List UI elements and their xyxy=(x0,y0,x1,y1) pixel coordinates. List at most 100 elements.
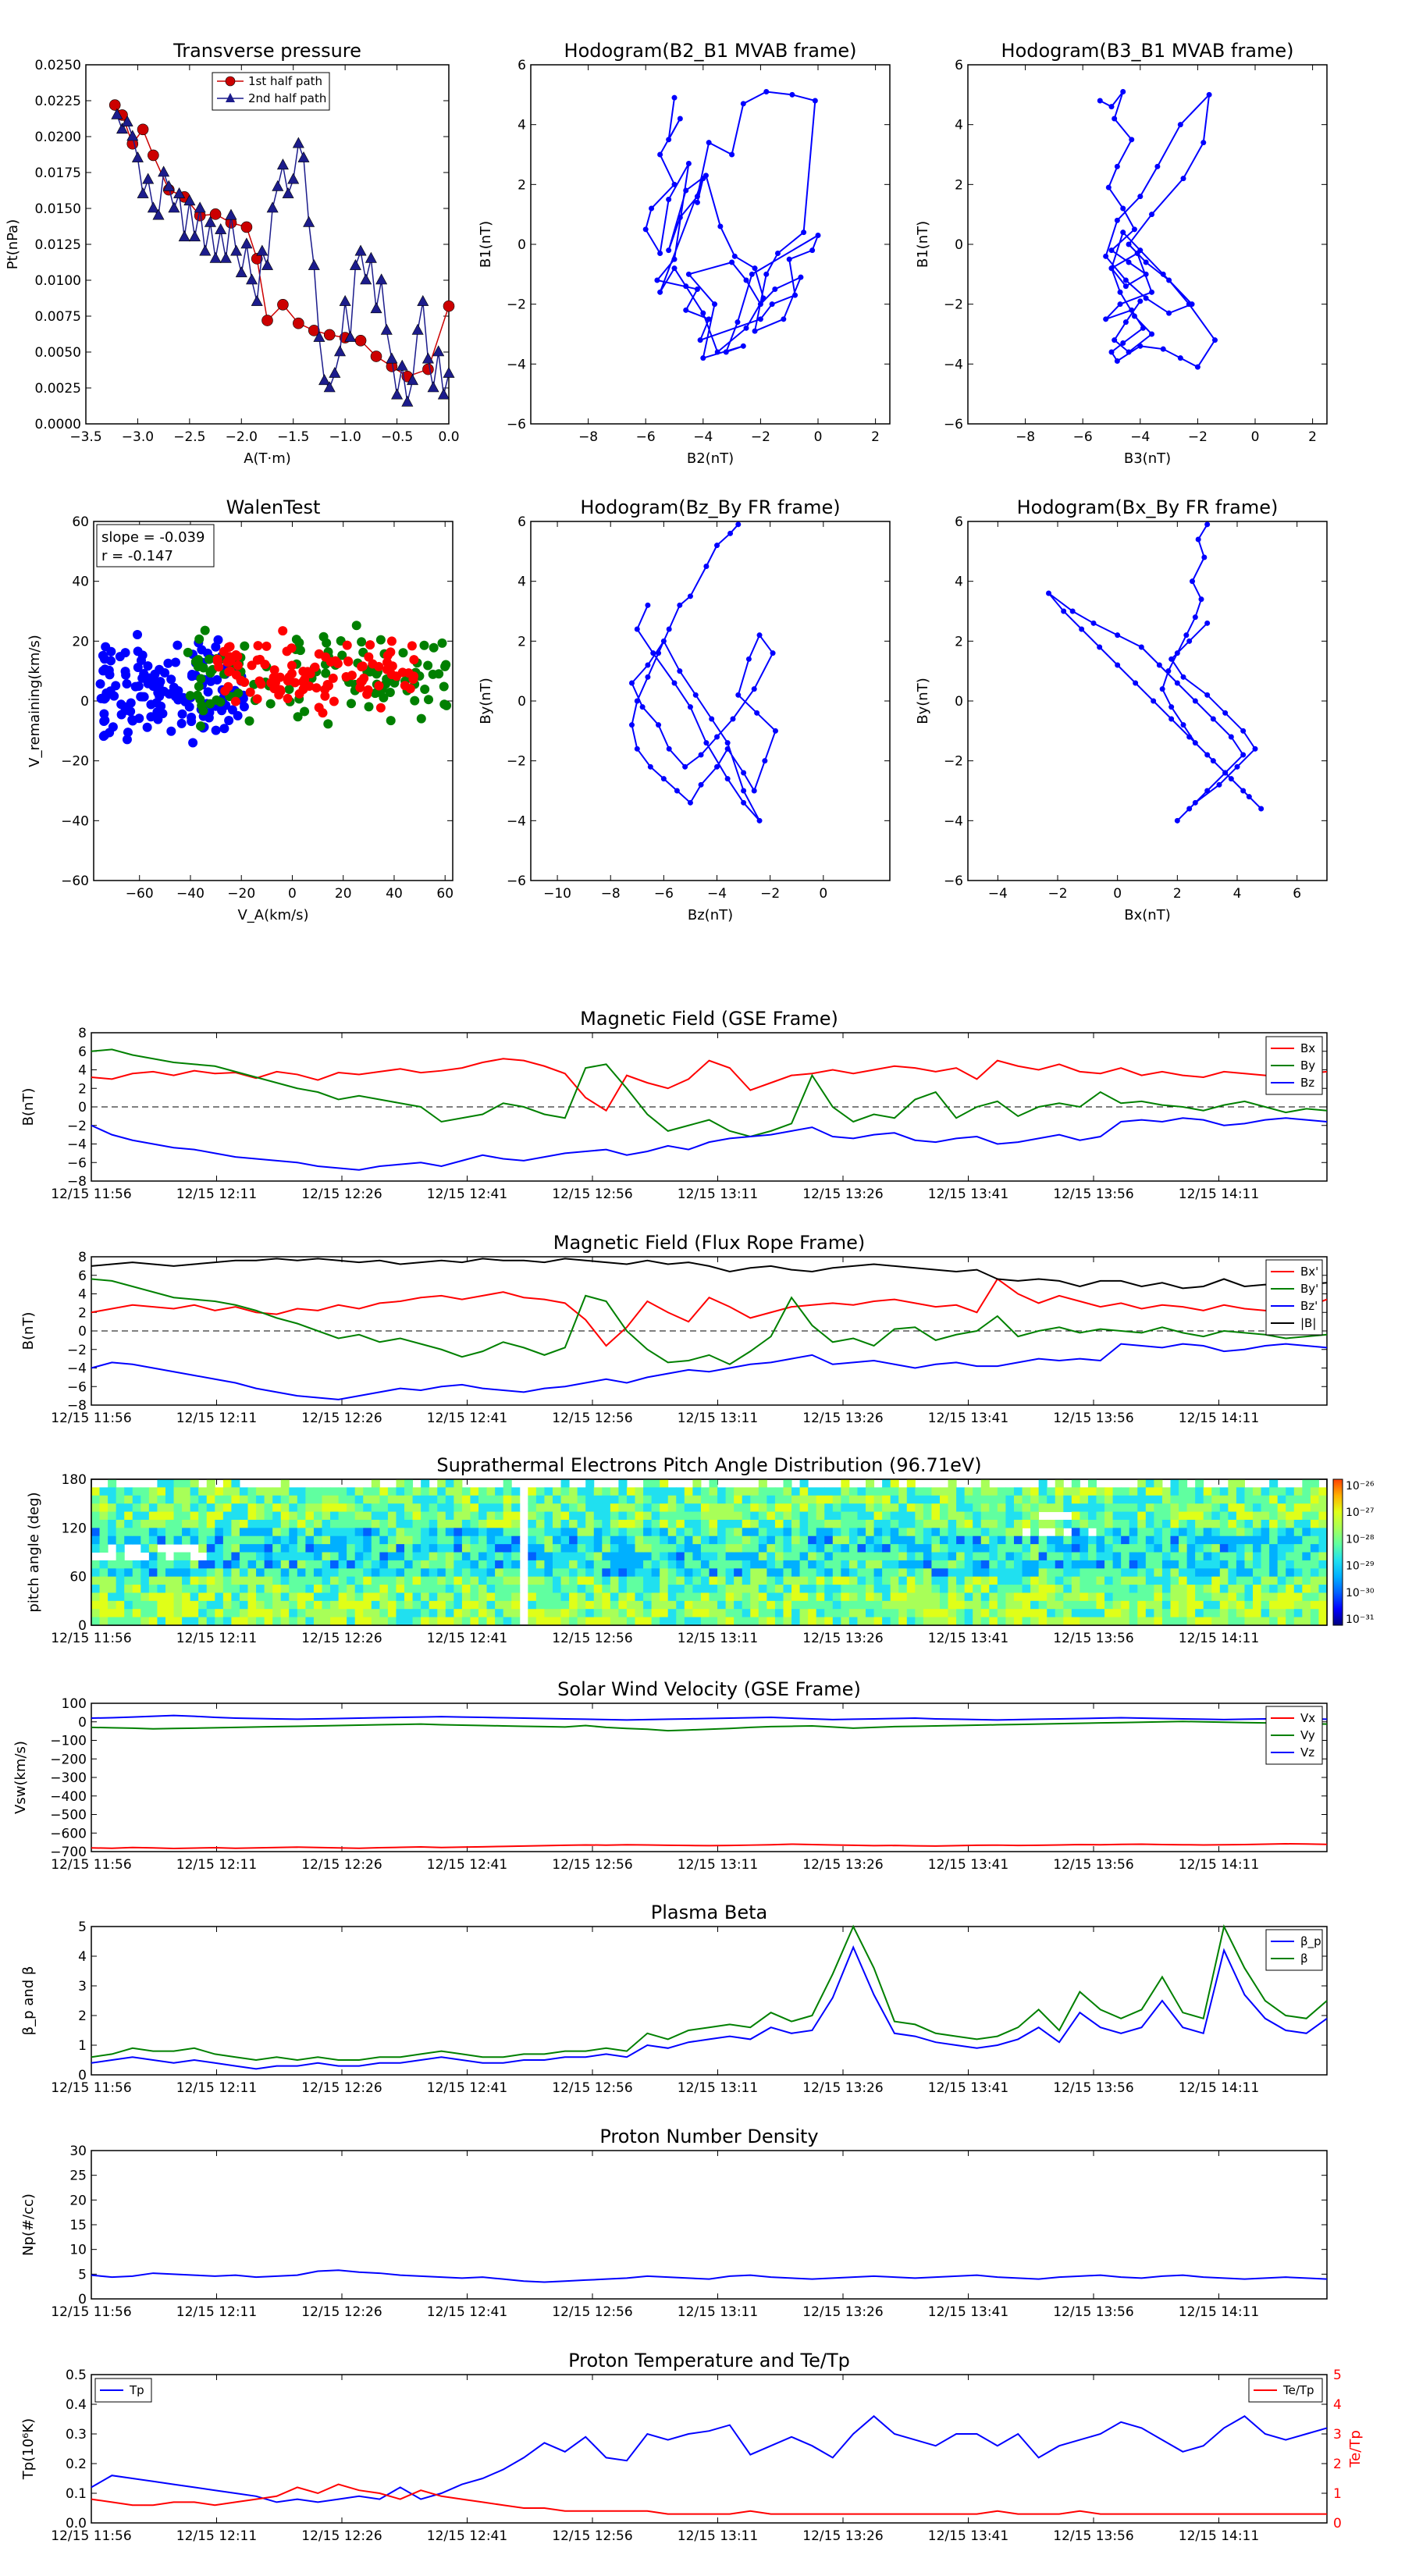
heatmap-cell xyxy=(873,1511,883,1521)
heatmap-cell xyxy=(1063,1552,1072,1561)
heatmap-cell xyxy=(173,1535,183,1545)
data-point xyxy=(1069,608,1076,614)
data-point xyxy=(162,180,175,191)
data-point xyxy=(261,258,274,270)
heatmap-cell xyxy=(1030,1487,1040,1496)
heatmap-cell xyxy=(1253,1552,1262,1561)
heatmap-cell xyxy=(1293,1568,1303,1578)
heatmap-cell xyxy=(1170,1511,1179,1521)
heatmap-cell xyxy=(206,1592,215,1602)
heatmap-cell xyxy=(626,1560,636,1569)
heatmap-cell xyxy=(1318,1585,1328,1593)
data-point xyxy=(333,345,347,357)
heatmap-cell xyxy=(124,1519,133,1528)
scatter-point xyxy=(213,635,223,645)
scatter-point xyxy=(139,692,149,702)
heatmap-cell xyxy=(742,1592,751,1602)
heatmap-cell xyxy=(535,1503,545,1513)
heatmap-cell xyxy=(206,1609,215,1618)
scatter-point xyxy=(379,692,389,703)
heatmap-cell xyxy=(799,1600,809,1610)
heatmap-cell xyxy=(379,1535,389,1545)
heatmap-cell xyxy=(1195,1560,1204,1569)
scatter-point xyxy=(130,681,140,692)
heatmap-cell xyxy=(305,1617,315,1626)
heatmap-cell xyxy=(758,1600,767,1610)
heatmap-cell xyxy=(1302,1609,1311,1618)
heatmap-cell xyxy=(116,1592,125,1602)
heatmap-cell xyxy=(297,1576,306,1585)
heatmap-cell xyxy=(1261,1560,1270,1569)
heatmap-cell xyxy=(1022,1617,1031,1626)
data-point xyxy=(380,323,393,335)
heatmap-cell xyxy=(1161,1560,1171,1569)
heatmap-cell xyxy=(890,1592,899,1602)
heatmap-cell xyxy=(1186,1560,1196,1569)
data-point xyxy=(1114,217,1120,223)
heatmap-cell xyxy=(1161,1576,1171,1585)
data-point xyxy=(729,259,735,265)
x-tick-label: 2 xyxy=(1173,886,1182,902)
heatmap-cell xyxy=(1030,1585,1040,1593)
heatmap-cell xyxy=(528,1535,537,1545)
heatmap-cell xyxy=(116,1503,125,1513)
legend-label: Tp xyxy=(129,2383,144,2397)
heatmap-cell xyxy=(750,1568,759,1578)
heatmap-cell xyxy=(363,1495,372,1504)
heatmap-cell xyxy=(445,1552,454,1561)
x-tick-label: −4 xyxy=(988,886,1008,902)
heatmap-cell xyxy=(1179,1495,1188,1504)
heatmap-cell xyxy=(857,1503,866,1513)
data-point xyxy=(642,226,649,233)
heatmap-cell xyxy=(256,1560,265,1569)
y-tick-label: −2 xyxy=(944,754,963,770)
heatmap-cell xyxy=(148,1528,158,1537)
heatmap-cell xyxy=(635,1487,644,1496)
heatmap-cell xyxy=(379,1600,389,1610)
heatmap-cell xyxy=(528,1592,537,1602)
y-tick-label: 0 xyxy=(78,1715,87,1731)
heatmap-cell xyxy=(709,1544,718,1553)
heatmap-cell xyxy=(915,1511,924,1521)
heatmap-cell xyxy=(980,1609,990,1618)
heatmap-cell xyxy=(157,1511,166,1521)
data-point xyxy=(417,294,429,306)
heatmap-cell xyxy=(709,1487,718,1496)
heatmap-cell xyxy=(667,1552,677,1561)
heatmap-cell xyxy=(1310,1528,1319,1537)
x-tick-label: 12/15 12:41 xyxy=(427,2528,507,2544)
heatmap-cell xyxy=(857,1568,866,1578)
heatmap-cell xyxy=(1244,1503,1254,1513)
y-tick-label: −100 xyxy=(50,1734,87,1749)
data-point xyxy=(354,244,367,256)
heatmap-cell xyxy=(989,1600,998,1610)
heatmap-cell xyxy=(1277,1560,1286,1569)
heatmap-cell xyxy=(445,1560,454,1569)
heatmap-cell xyxy=(108,1592,117,1602)
heatmap-cell xyxy=(552,1552,562,1561)
heatmap-cell xyxy=(396,1495,405,1504)
data-point xyxy=(1195,536,1201,543)
heatmap-cell xyxy=(882,1487,891,1496)
data-point xyxy=(1240,728,1247,734)
heatmap-cell xyxy=(404,1609,414,1618)
heatmap-cell xyxy=(774,1585,784,1593)
heatmap-cell xyxy=(700,1600,710,1610)
heatmap-cell xyxy=(215,1487,224,1496)
y-tick-label: 0 xyxy=(78,2292,87,2307)
heatmap-cell xyxy=(560,1535,570,1545)
heatmap-cell xyxy=(1269,1528,1279,1537)
data-point xyxy=(757,316,763,322)
heatmap-cell xyxy=(116,1487,125,1496)
data-point xyxy=(344,330,357,342)
scatter-point xyxy=(122,735,132,745)
data-point xyxy=(1114,163,1120,169)
heatmap-cell xyxy=(577,1487,586,1496)
heatmap-cell xyxy=(1022,1535,1031,1545)
heatmap-cell xyxy=(429,1487,438,1496)
heatmap-cell xyxy=(906,1552,916,1561)
x-tick-label: −8 xyxy=(601,886,621,902)
heatmap-cell xyxy=(116,1519,125,1528)
heatmap-cell xyxy=(222,1495,232,1504)
heatmap-cell xyxy=(91,1535,101,1545)
